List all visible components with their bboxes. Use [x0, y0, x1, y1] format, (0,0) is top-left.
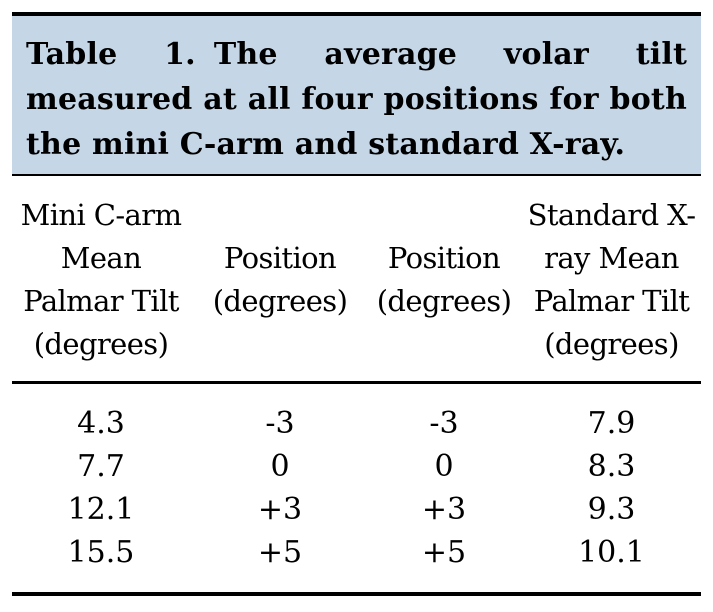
cell-position: +5 — [421, 535, 467, 570]
cell-position: +3 — [257, 492, 303, 527]
cell-mini-c-arm: 12.1 — [67, 492, 135, 527]
cell-mini-c-arm: 15.5 — [67, 535, 135, 570]
data-table: Table 1. The average volar tilt measured … — [12, 12, 701, 599]
table-row: 15.5 +5 +5 10.1 — [12, 531, 701, 574]
cell-standard-xray: 7.9 — [587, 406, 636, 441]
cell-position: +3 — [421, 492, 467, 527]
table-row: 7.7 0 0 8.3 — [12, 445, 701, 488]
caption-label: Table 1. — [26, 37, 196, 72]
bottom-rule — [12, 592, 701, 596]
cell-standard-xray: 9.3 — [587, 492, 636, 527]
cell-mini-c-arm: 7.7 — [77, 449, 125, 484]
top-rule — [12, 12, 701, 16]
header-position-2: Position (degrees) — [376, 240, 512, 318]
cell-position: -3 — [265, 406, 295, 441]
cell-position: 0 — [270, 449, 290, 484]
cell-mini-c-arm: 4.3 — [77, 406, 125, 441]
cell-standard-xray: 10.1 — [578, 535, 645, 570]
cell-position: 0 — [434, 449, 454, 484]
caption-text: The average volar tilt measured at all f… — [26, 37, 688, 162]
header-position-1: Position (degrees) — [212, 240, 348, 318]
cell-position: -3 — [429, 406, 459, 441]
table-row: 12.1 +3 +3 9.3 — [12, 488, 701, 531]
header-standard-xray-tilt: Standard X-ray Mean Palmar Tilt (degrees… — [527, 197, 696, 361]
header-mini-c-arm-tilt: Mini C-arm Mean Palmar Tilt (degrees) — [20, 197, 182, 361]
header-rule — [12, 381, 701, 384]
cell-position: +5 — [257, 535, 303, 570]
cell-standard-xray: 8.3 — [587, 449, 636, 484]
table-body: 4.3 -3 -3 7.9 7.7 0 0 8.3 12.1 +3 +3 9.3… — [12, 402, 701, 574]
table-caption: Table 1. The average volar tilt measured … — [12, 16, 701, 176]
header-row: Mini C-arm Mean Palmar Tilt (degrees) Po… — [12, 178, 701, 381]
table-row: 4.3 -3 -3 7.9 — [12, 402, 701, 445]
